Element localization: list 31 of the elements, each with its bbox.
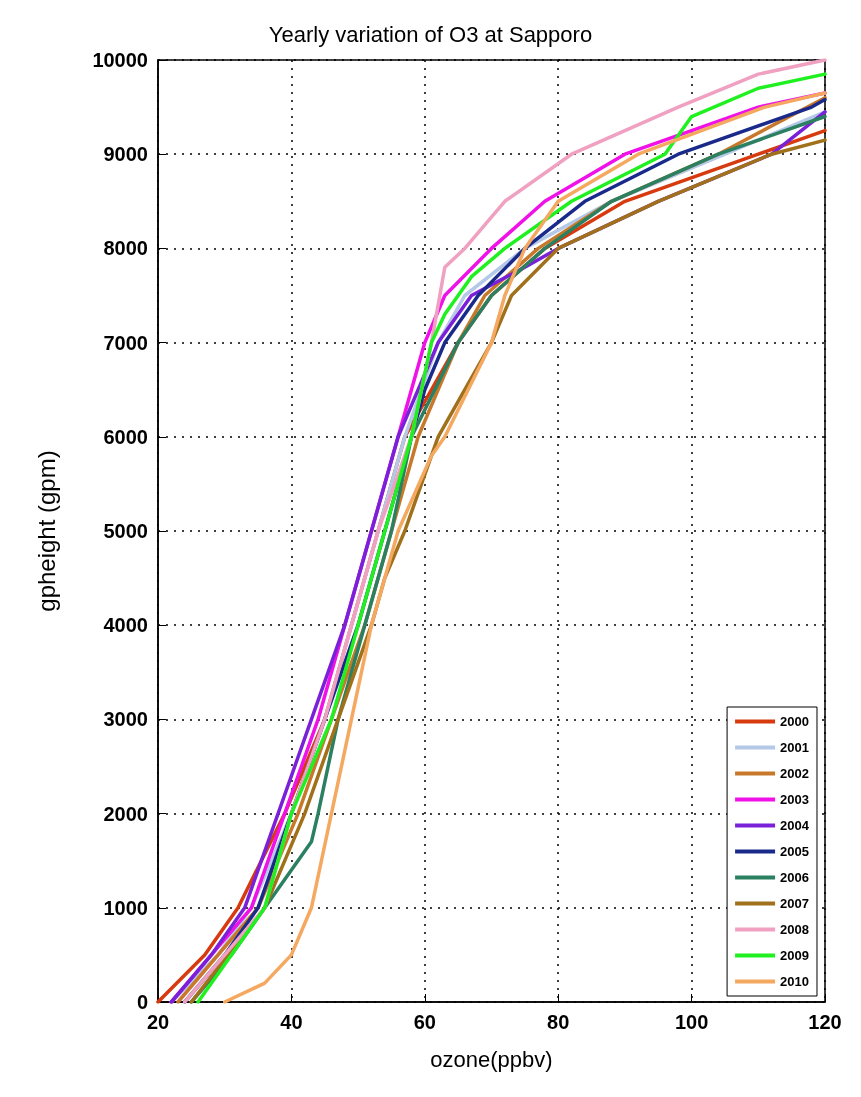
x-tick-label: 60 — [413, 1011, 436, 1033]
legend-label: 2005 — [780, 844, 809, 859]
x-tick-label: 80 — [547, 1011, 570, 1033]
legend-label: 2010 — [780, 974, 809, 989]
x-tick-label: 120 — [808, 1011, 842, 1033]
y-tick-label: 7000 — [103, 331, 148, 354]
y-tick-label: 9000 — [103, 143, 148, 166]
legend-label: 2001 — [780, 740, 809, 755]
x-axis-title: ozone(ppbv) — [430, 1046, 553, 1072]
legend-label: 2008 — [780, 922, 809, 937]
legend-label: 2003 — [780, 792, 809, 807]
chart-title: Yearly variation of O3 at Sapporo — [268, 21, 593, 47]
legend-label: 2006 — [780, 870, 809, 885]
y-tick-label: 1000 — [103, 896, 148, 919]
y-tick-label: 5000 — [103, 520, 148, 542]
legend-label: 2002 — [780, 766, 809, 781]
legend-label: 2004 — [780, 818, 810, 833]
x-tick-label: 40 — [280, 1011, 303, 1033]
y-tick-label: 6000 — [103, 425, 148, 448]
y-axis-title: gpheight (gpm) — [32, 450, 60, 612]
y-tick-label: 3000 — [103, 708, 148, 731]
y-tick-label: 4000 — [103, 614, 148, 637]
y-tick-label: 2000 — [103, 802, 148, 825]
y-tick-label: 10000 — [92, 49, 148, 71]
legend-label: 2009 — [780, 948, 809, 963]
x-tick-label: 100 — [674, 1011, 709, 1033]
legend-label: 2000 — [780, 714, 809, 729]
y-tick-label: 8000 — [103, 237, 148, 260]
y-tick-label: 0 — [136, 991, 148, 1013]
legend-label: 2007 — [780, 896, 809, 911]
x-tick-label: 20 — [146, 1011, 170, 1033]
